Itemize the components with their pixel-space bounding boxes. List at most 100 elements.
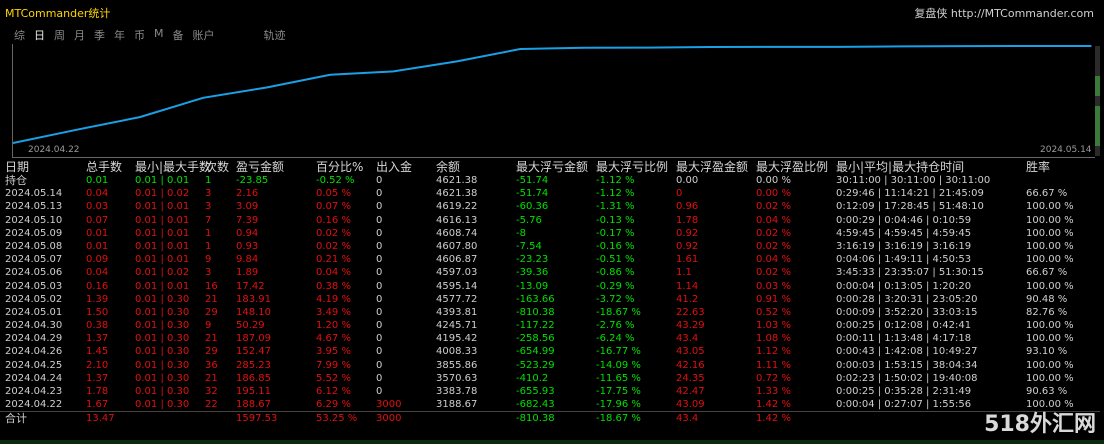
- cell-winrate: 66.67 %: [1026, 267, 1068, 279]
- column-header[interactable]: 最大浮亏比例: [596, 160, 669, 174]
- cell-balance: 4606.87: [436, 254, 478, 266]
- cell-count: 21: [205, 333, 218, 345]
- cell-pnl: 188.67: [236, 399, 271, 411]
- cell-maxlosspct: -1.12 %: [596, 188, 635, 200]
- equity-point: [456, 60, 458, 63]
- total-deposit: 3000: [376, 413, 402, 425]
- cell-maxprofit: 43.4: [676, 333, 699, 345]
- table-row[interactable]: 2024.05.02 1.39 0.01 | 0.30 21 183.91 4.19 % 0…: [0, 293, 1100, 306]
- column-header[interactable]: 最小|平均|最大持仓时间: [836, 160, 965, 174]
- table-row[interactable]: 2024.05.14 0.04 0.01 | 0.02 3 2.16 0.05 % 0 462…: [0, 187, 1100, 200]
- cell-maxlosspct: -0.29 %: [596, 280, 635, 292]
- table-row[interactable]: 2024.05.01 1.50 0.01 | 0.30 29 148.10 3.49 % 0…: [0, 306, 1100, 319]
- brand-link[interactable]: 复盘侠 http://MTCommander.com: [914, 7, 1094, 20]
- tab-9[interactable]: 账户: [192, 29, 215, 42]
- cell-pnl: 195.11: [236, 386, 271, 397]
- table-row[interactable]: 2024.05.08 0.01 0.01 | 0.01 1 0.93 0.02 % 0 460…: [0, 240, 1100, 253]
- tab-10[interactable]: 轨迹: [263, 29, 286, 42]
- cell-maxprofitpct: 0.02 %: [756, 227, 791, 239]
- cell-pct: 0.02 %: [316, 240, 351, 252]
- table-header: 日期 总手数 最小|最大手数 次数 盈亏金额 百分比% 出入金 余额 最大浮亏金额 最大浮亏比例最…: [0, 160, 1100, 174]
- cell-maxloss: -51.74: [516, 188, 549, 200]
- column-header[interactable]: 次数: [205, 160, 230, 174]
- tab-5[interactable]: 年: [114, 29, 125, 42]
- cell-pnl: 0.93: [236, 240, 259, 252]
- cell-maxprofit: 42.47: [676, 386, 705, 397]
- cell-winrate: 100.00 %: [1026, 333, 1074, 345]
- table-row[interactable]: 2024.04.24 1.37 0.01 | 0.30 21 186.85 5.52 % 0…: [0, 372, 1100, 385]
- cell-maxlosspct: -0.13 %: [596, 214, 635, 226]
- cell-maxloss: -163.66: [516, 293, 555, 305]
- column-header[interactable]: 胜率: [1026, 160, 1051, 174]
- cell-count: 36: [205, 359, 218, 371]
- cell-maxprofitpct: 1.08 %: [756, 333, 791, 345]
- cell-maxprofit: 24.35: [676, 372, 705, 384]
- table-row[interactable]: 2024.04.29 1.37 0.01 | 0.30 21 187.09 4.67 % 0…: [0, 332, 1100, 345]
- tab-1[interactable]: 日: [34, 29, 45, 42]
- column-header[interactable]: 最大浮盈比例: [756, 160, 829, 174]
- equity-point: [202, 97, 205, 99]
- cell-maxprofitpct: 0.91 %: [756, 293, 791, 305]
- cell-date: 2024.05.06: [5, 267, 63, 279]
- table-row[interactable]: 2024.04.22 1.67 0.01 | 0.30 22 188.67 6.29 % 3…: [0, 398, 1100, 411]
- equity-point: [329, 74, 331, 76]
- column-header[interactable]: 总手数: [86, 160, 123, 174]
- column-header[interactable]: 百分比%: [316, 160, 364, 174]
- position-row[interactable]: 持仓 0.01 0.01 | 0.01 1 -23.85 -0.52 % 0 4621.38 -…: [0, 174, 1100, 187]
- title-bar: MTCommander统计 复盘侠 http://MTCommander.com: [0, 0, 1104, 22]
- table-row[interactable]: 2024.04.30 0.38 0.01 | 0.30 9 50.29 1.20 % 0 42…: [0, 319, 1100, 332]
- table-row[interactable]: 2024.04.25 2.10 0.01 | 0.30 36 285.23 7.99 % 0…: [0, 359, 1100, 372]
- table-row[interactable]: 2024.05.09 0.01 0.01 | 0.01 1 0.94 0.02 % 0 460…: [0, 227, 1100, 240]
- cell-pct: 0.04 %: [316, 267, 351, 279]
- table-row[interactable]: 2024.05.03 0.16 0.01 | 0.01 16 17.42 0.38 % 0 4…: [0, 280, 1100, 293]
- cell-deposit: 0: [376, 201, 383, 213]
- equity-chart-svg: [13, 45, 1092, 144]
- table-row[interactable]: 2024.05.07 0.09 0.01 | 0.01 9 9.84 0.21 % 0 460…: [0, 253, 1100, 266]
- cell-winrate: 90.48 %: [1026, 293, 1068, 305]
- cell-deposit: 0: [376, 267, 383, 279]
- side-scrollbar[interactable]: [1095, 46, 1100, 156]
- cell-maxloss: -655.93: [516, 386, 555, 397]
- table-row[interactable]: 2024.04.23 1.78 0.01 | 0.30 32 195.11 6.12 % 0…: [0, 385, 1100, 398]
- tab-6[interactable]: 币: [134, 29, 145, 42]
- cell-maxprofitpct: 0.00 %: [756, 188, 791, 200]
- cell-winrate: 100.00 %: [1026, 227, 1074, 239]
- cell-count: 9: [205, 320, 212, 332]
- cell-maxloss: -8: [516, 227, 526, 239]
- column-header[interactable]: 最小|最大手数: [135, 160, 212, 174]
- cell-lots: 2.10: [86, 359, 109, 371]
- column-header[interactable]: 最大浮亏金额: [516, 160, 589, 174]
- cell-winrate: 100.00 %: [1026, 254, 1074, 266]
- cell-maxlosspct: -11.65 %: [596, 372, 641, 384]
- tab-2[interactable]: 周: [54, 29, 65, 42]
- cell-balance: 4245.71: [436, 320, 478, 332]
- cell-balance: 4195.42: [436, 333, 478, 345]
- column-header[interactable]: 出入金: [376, 160, 413, 174]
- table-row[interactable]: 2024.05.13 0.03 0.01 | 0.01 3 3.09 0.07 % 0 461…: [0, 200, 1100, 213]
- table-row[interactable]: 2024.04.26 1.45 0.01 | 0.30 29 152.47 3.95 % 0…: [0, 345, 1100, 358]
- column-header[interactable]: 余额: [436, 160, 461, 174]
- tab-7[interactable]: M: [154, 27, 164, 40]
- table-row[interactable]: 2024.05.10 0.07 0.01 | 0.01 7 7.39 0.16 % 0 461…: [0, 214, 1100, 227]
- cell-maxprofit: 1.14: [676, 280, 699, 292]
- cell-deposit: 0: [376, 188, 383, 200]
- cell-winrate: 100.00 %: [1026, 359, 1074, 371]
- cell-pct: 3.49 %: [316, 306, 351, 318]
- tab-3[interactable]: 月: [74, 29, 85, 42]
- tab-4[interactable]: 季: [94, 29, 105, 42]
- equity-point: [75, 128, 78, 131]
- cell-minmax: 0.01 | 0.30: [135, 359, 190, 371]
- cell-deposit: 0: [376, 240, 383, 252]
- cell-date: 2024.05.02: [5, 293, 63, 305]
- column-header[interactable]: 盈亏金额: [236, 160, 285, 174]
- equity-point: [519, 48, 522, 50]
- cell-deposit: 0: [376, 280, 383, 292]
- cell-pnl: 187.09: [236, 333, 271, 345]
- table-row[interactable]: 2024.05.06 0.04 0.01 | 0.02 3 1.89 0.04 % 0 459…: [0, 266, 1100, 279]
- tab-0[interactable]: 综: [14, 29, 25, 42]
- column-header[interactable]: 最大浮盈金额: [676, 160, 749, 174]
- cell-balance: 4597.03: [436, 267, 478, 279]
- total-pct: 53.25 %: [316, 413, 358, 425]
- column-header[interactable]: 日期: [5, 160, 30, 174]
- tab-8[interactable]: 备: [172, 29, 184, 42]
